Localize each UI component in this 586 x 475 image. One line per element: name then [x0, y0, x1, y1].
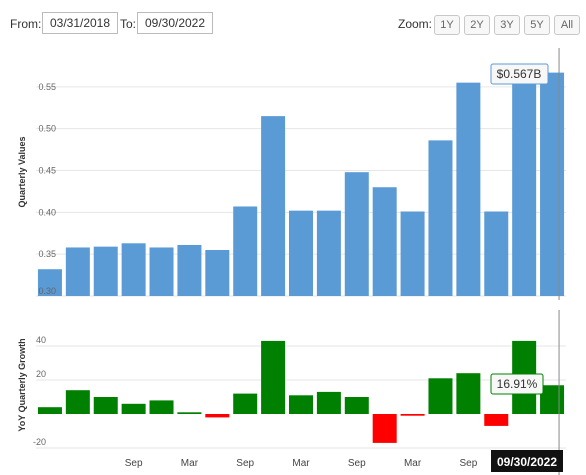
quarterly-value-bar[interactable]: [512, 72, 537, 296]
financial-chart[interactable]: 0.30 0.35 0.40 0.45 0.50 0.55 -20 20 40 Sep Mar Sep…: [0, 40, 586, 475]
yoy-growth-bar[interactable]: [372, 414, 397, 443]
quarterly-value-bar[interactable]: [428, 140, 453, 296]
quarterly-value-bar[interactable]: [205, 249, 230, 296]
top-y-tick-label: 0.50: [38, 124, 56, 134]
yoy-growth-series: [37, 340, 565, 443]
top-y-tick-label: 0.30: [38, 286, 56, 296]
yoy-growth-bar[interactable]: [316, 391, 341, 414]
x-tick-label: Sep: [125, 458, 143, 469]
top-y-tick-label: 0.35: [38, 249, 56, 259]
from-label: From:: [10, 17, 42, 31]
yoy-growth-bar[interactable]: [428, 378, 453, 414]
top-y-tick-label: 0.55: [38, 82, 56, 92]
yoy-growth-bar[interactable]: [289, 395, 313, 414]
quarterly-value-bar[interactable]: [372, 187, 397, 296]
yoy-growth-bar[interactable]: [233, 393, 258, 414]
quarterly-value-bar[interactable]: [177, 244, 202, 296]
quarterly-value-bar[interactable]: [37, 269, 62, 296]
quarterly-value-bar[interactable]: [316, 210, 341, 296]
zoom-1y-button[interactable]: 1Y: [434, 15, 460, 35]
yoy-growth-bar[interactable]: [540, 385, 565, 414]
to-date-input[interactable]: 09/30/2022: [137, 12, 213, 34]
x-tick-label: Sep: [236, 458, 254, 469]
yoy-growth-bar[interactable]: [37, 407, 62, 414]
yoy-growth-bar[interactable]: [456, 373, 481, 414]
growth-tooltip-text: 16.91%: [497, 377, 538, 391]
yoy-growth-bar[interactable]: [400, 414, 425, 416]
top-y-tick-label: 0.40: [38, 207, 56, 217]
x-tick-label: Mar: [181, 458, 199, 469]
x-tick-label: Mar: [404, 458, 422, 469]
yoy-growth-bar[interactable]: [121, 403, 146, 414]
date-tooltip-text: 09/30/2022: [497, 455, 557, 469]
yoy-growth-bar[interactable]: [65, 390, 90, 414]
zoom-3y-button[interactable]: 3Y: [494, 15, 520, 35]
toolbar: From: 03/31/2018 To: 09/30/2022 Zoom: 1Y…: [0, 0, 586, 40]
yoy-growth-bar[interactable]: [93, 397, 118, 414]
quarterly-value-bar[interactable]: [289, 210, 313, 296]
yoy-growth-bar[interactable]: [205, 414, 230, 418]
value-tooltip: $0.567B: [490, 63, 549, 85]
top-y-tick-label: 0.45: [38, 166, 56, 176]
yoy-growth-bar[interactable]: [344, 397, 369, 414]
bottom-y-axis-title: YoY Quarterly Growth: [17, 338, 27, 431]
yoy-growth-bar[interactable]: [261, 340, 286, 414]
quarterly-value-bar[interactable]: [65, 247, 90, 296]
to-label: To:: [120, 17, 137, 31]
from-date-input[interactable]: 03/31/2018: [42, 12, 118, 34]
quarterly-value-bar[interactable]: [344, 172, 369, 296]
quarterly-value-bar[interactable]: [149, 247, 174, 296]
yoy-growth-bar[interactable]: [484, 414, 509, 426]
quarterly-value-bar[interactable]: [121, 243, 146, 296]
bottom-y-tick-label: 20: [36, 369, 46, 379]
quarterly-value-bar[interactable]: [484, 211, 509, 296]
value-tooltip-text: $0.567B: [497, 67, 542, 81]
top-y-axis-title: Quarterly Values: [17, 136, 27, 207]
bottom-y-tick-label: -20: [33, 437, 46, 447]
quarterly-value-bar[interactable]: [456, 82, 481, 297]
axis-ticks: 0.30 0.35 0.40 0.45 0.50 0.55 -20 20 40 Sep Mar Sep…: [33, 82, 528, 469]
growth-tooltip: 16.91%: [490, 373, 544, 395]
date-tooltip: 09/30/2022: [491, 450, 563, 472]
zoom-label: Zoom:: [398, 17, 433, 31]
zoom-5y-button[interactable]: 5Y: [524, 15, 550, 35]
quarterly-value-bar[interactable]: [261, 116, 286, 296]
zoom-all-button[interactable]: All: [554, 15, 580, 35]
x-tick-label: Sep: [459, 458, 477, 469]
quarterly-value-bar[interactable]: [540, 72, 565, 296]
quarterly-value-bar[interactable]: [400, 211, 425, 296]
x-tick-label: Sep: [348, 458, 366, 469]
bottom-y-tick-label: 40: [36, 335, 46, 345]
quarterly-value-bar[interactable]: [93, 246, 118, 296]
zoom-2y-button[interactable]: 2Y: [464, 15, 490, 35]
quarterly-values-series: [37, 72, 565, 297]
yoy-growth-bar[interactable]: [149, 400, 174, 414]
yoy-growth-bar[interactable]: [177, 412, 202, 414]
quarterly-value-bar[interactable]: [233, 206, 258, 296]
x-tick-label: Mar: [292, 458, 310, 469]
